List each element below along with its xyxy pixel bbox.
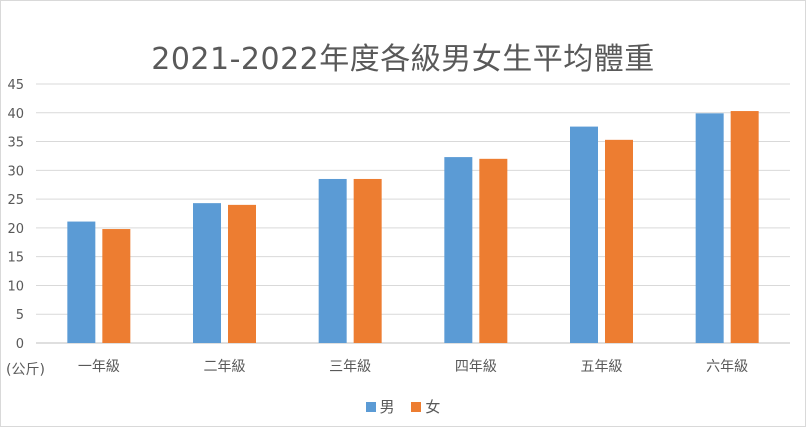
x-tick-label: 一年級 [78,359,120,375]
bar-male [318,178,347,343]
x-tick-label: 四年級 [455,359,497,375]
legend-item-male: 男 [365,396,395,417]
legend-item-female: 女 [411,396,440,417]
y-tick-label: 10 [7,279,24,294]
bar-female [228,204,256,343]
bar-female [605,139,633,343]
legend-label-male: 男 [379,398,395,416]
bar-male [570,126,598,343]
y-tick-label: 35 [7,136,24,151]
y-tick-label: 20 [7,222,24,237]
x-tick-label: 二年級 [204,359,246,375]
y-tick-label: 30 [7,164,24,179]
legend-swatch-female [411,401,422,412]
y-tick-label: 15 [7,251,24,266]
legend-label-female: 女 [425,398,441,416]
chart-legend: 男 女 [0,396,806,417]
bar-male [67,221,96,343]
chart-title: 2021-2022年度各級男女生平均體重 [151,42,655,77]
y-tick-label: 25 [7,193,24,208]
x-tick-label: 六年級 [706,359,748,375]
y-tick-label: 5 [16,308,24,323]
bar-female [102,229,131,343]
bar-male [193,203,221,343]
y-tick-label: 45 [7,78,24,93]
legend-swatch-male [365,401,376,412]
bar-male [444,157,473,343]
bar-male [695,113,724,343]
x-tick-label: 三年級 [329,359,371,375]
bar-female [730,111,759,343]
x-tick-label: 五年級 [581,359,623,375]
y-tick-label: 40 [7,107,24,122]
y-tick-label: 0 [16,337,24,352]
bar-female [479,158,508,343]
y-axis-label: (公斤) [6,362,45,378]
bar-female [353,178,382,343]
